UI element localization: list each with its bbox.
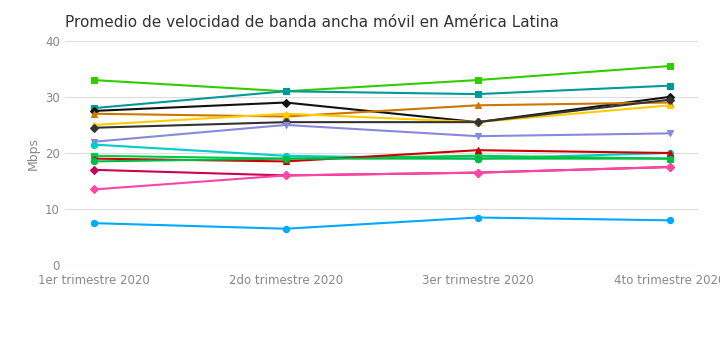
Text: Promedio de velocidad de banda ancha móvil en América Latina: Promedio de velocidad de banda ancha móv… [65,15,559,30]
Y-axis label: Mbps: Mbps [27,136,40,170]
